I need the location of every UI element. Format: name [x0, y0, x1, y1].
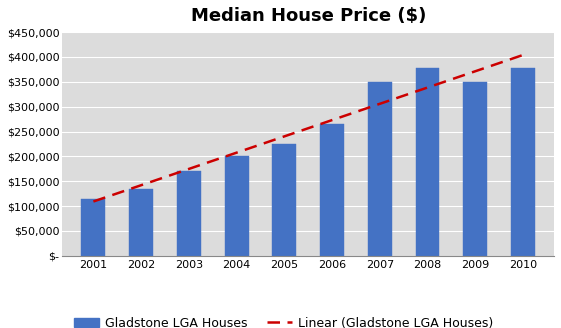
Title: Median House Price ($): Median House Price ($)	[191, 7, 426, 25]
Bar	[368, 82, 392, 256]
Bar	[463, 82, 487, 256]
Bar	[511, 68, 535, 256]
Bar	[129, 189, 153, 256]
Bar	[81, 199, 105, 256]
Bar	[416, 68, 439, 256]
Bar	[177, 171, 201, 256]
Bar	[224, 156, 249, 256]
Bar	[320, 124, 344, 256]
Legend: Gladstone LGA Houses, Linear (Gladstone LGA Houses): Gladstone LGA Houses, Linear (Gladstone …	[69, 312, 498, 328]
Bar	[273, 144, 296, 256]
